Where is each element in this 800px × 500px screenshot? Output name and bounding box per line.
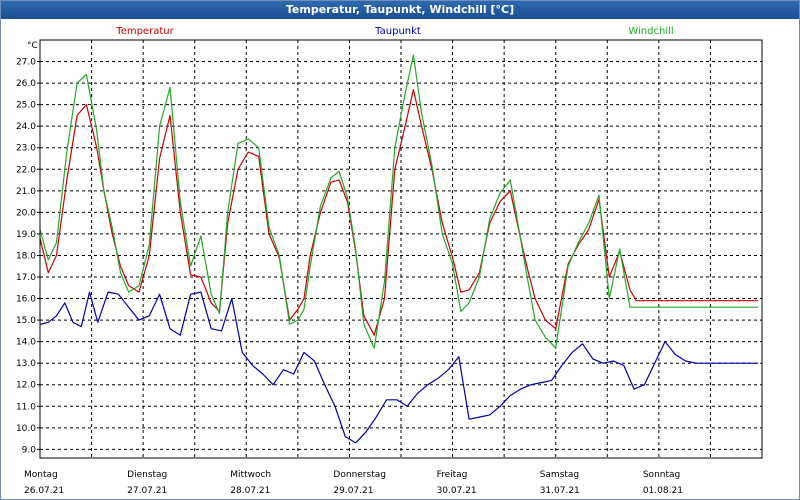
y-tick-label: 18.0	[16, 251, 36, 261]
y-tick-label: 19.0	[16, 230, 36, 240]
y-tick-label: 14.0	[16, 338, 36, 348]
y-axis-label: °C	[27, 41, 38, 51]
x-day-date-label: 30.07.21	[437, 486, 477, 496]
series-line-taupunkt	[39, 291, 758, 444]
x-day-weekday-label: Sonntag	[643, 470, 680, 480]
y-tick-label: 13.0	[16, 359, 36, 369]
series-line-windchill	[39, 54, 758, 349]
x-day-weekday-label: Donnerstag	[333, 470, 386, 480]
y-tick-label: 23.0	[16, 144, 36, 154]
legend-entry-windchill: Windchill	[628, 26, 673, 37]
y-tick-label: 22.0	[16, 165, 36, 175]
x-axis-day-labels: Montag 26.07.21 Dienstag 27.07.21 Mittwoch 28…	[24, 470, 683, 496]
x-day-date-label: 27.07.21	[127, 486, 167, 496]
y-tick-label: 27.0	[16, 58, 36, 68]
legend: Temperatur Taupunkt Windchill	[115, 26, 673, 37]
x-day-weekday-label: Dienstag	[127, 470, 167, 480]
y-tick-label: 24.0	[16, 122, 36, 132]
x-day-date-label: 31.07.21	[540, 486, 580, 496]
x-day-date-label: 28.07.21	[230, 486, 270, 496]
x-day-weekday-label: Mittwoch	[230, 470, 271, 480]
series-line-temperatur	[39, 88, 758, 336]
y-tick-label: 9.0	[22, 445, 37, 455]
x-day-weekday-label: Montag	[24, 470, 58, 480]
y-axis-ticks: 9.0 10.0 11.0 12.0 13.0 14.0 15.0 16.0 17.0 18.0 1…	[16, 58, 40, 455]
y-tick-label: 26.0	[16, 79, 36, 89]
x-day-date-label: 01.08.21	[643, 486, 683, 496]
window-title: Temperatur, Taupunkt, Windchill [°C]	[1, 1, 799, 19]
x-day-weekday-label: Freitag	[437, 470, 468, 480]
x-day-weekday-label: Samstag	[540, 470, 579, 480]
y-tick-label: 16.0	[16, 295, 36, 305]
y-tick-label: 15.0	[16, 316, 36, 326]
x-day-date-label: 29.07.21	[333, 486, 373, 496]
y-tick-label: 20.0	[16, 208, 36, 218]
x-day-date-label: 26.07.21	[24, 486, 64, 496]
y-tick-label: 12.0	[16, 381, 36, 391]
x-gridlines	[91, 40, 711, 458]
y-tick-label: 25.0	[16, 101, 36, 111]
y-tick-label: 17.0	[16, 273, 36, 283]
y-tick-label: 21.0	[16, 187, 36, 197]
legend-entry-temperatur: Temperatur	[115, 26, 174, 37]
y-tick-label: 10.0	[16, 424, 36, 434]
series-lines	[39, 54, 758, 444]
plot-border	[39, 39, 763, 459]
y-tick-label: 11.0	[16, 402, 36, 412]
legend-entry-taupunkt: Taupunkt	[374, 26, 421, 37]
